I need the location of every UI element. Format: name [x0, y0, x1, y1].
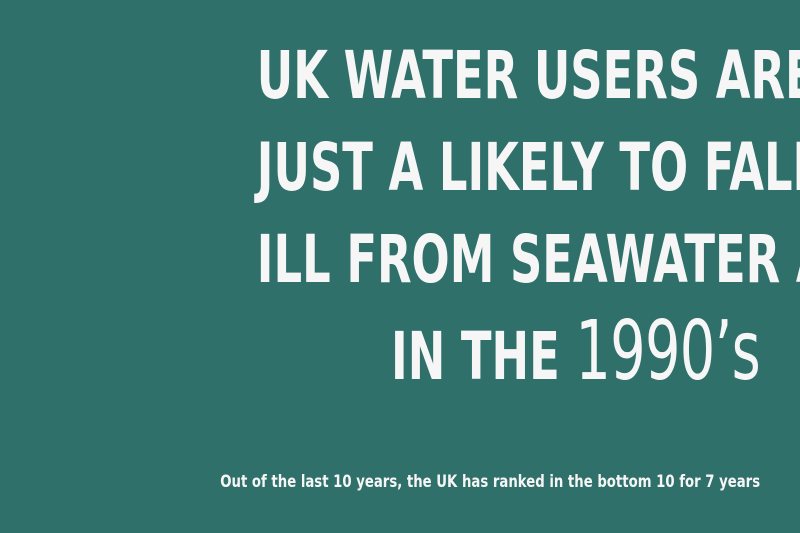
subtitle-text: Out of the last 10 years, the UK has ran…	[220, 472, 760, 492]
headline-line-4: IN THE 1990’s	[257, 304, 761, 403]
headline-line-3: ILL FROM SEAWATER AS	[256, 221, 800, 298]
headline: UK WATER USERS ARE JUST A LIKELY TO FALL…	[20, 30, 800, 403]
headline-line-1: UK WATER USERS ARE	[256, 37, 800, 114]
headline-line-4-prefix: IN THE	[391, 318, 576, 395]
subtitle: Out of the last 10 years, the UK has ran…	[20, 470, 760, 494]
headline-line-2: JUST A LIKELY TO FALL	[256, 129, 800, 206]
headline-decade-emphasis: 1990’s	[575, 304, 760, 399]
